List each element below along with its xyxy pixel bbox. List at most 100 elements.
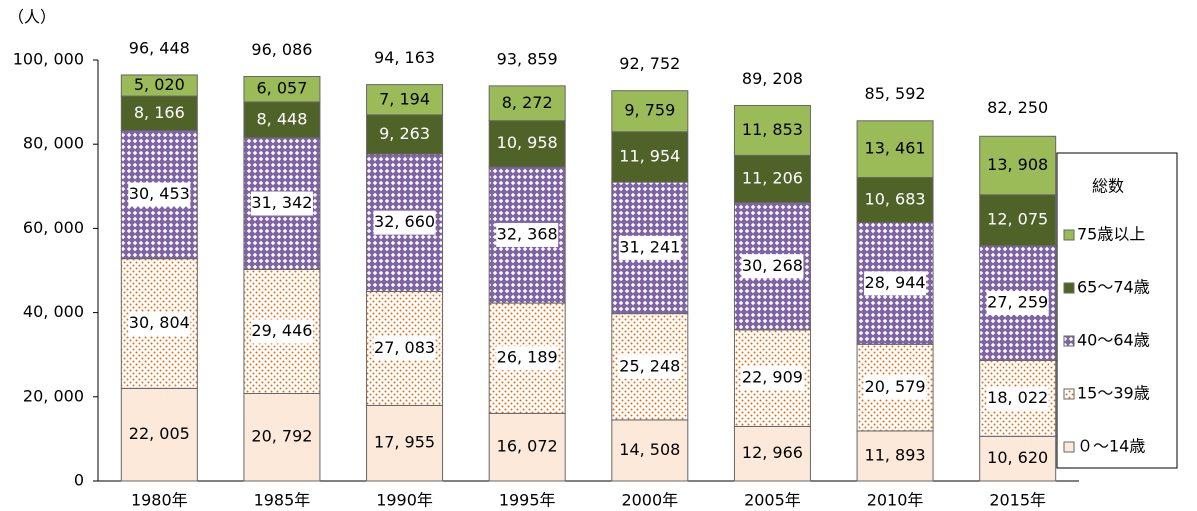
- bar-segment: [488, 120, 566, 168]
- x-tick-label: 2000年: [621, 491, 678, 510]
- data-label: 32, 368: [497, 224, 558, 243]
- data-label: 27, 083: [374, 338, 435, 357]
- bar-segment: [856, 430, 934, 482]
- bar-segment: [733, 425, 811, 482]
- y-tick-label: 20, 000: [23, 386, 84, 405]
- bar-segment: [120, 387, 198, 482]
- data-label: 20, 579: [865, 377, 926, 396]
- total-label: 94, 163: [374, 48, 435, 67]
- data-label: 12, 075: [987, 210, 1048, 229]
- y-tick-label: 80, 000: [23, 134, 84, 153]
- data-label: 31, 342: [251, 193, 312, 212]
- legend-label: 75歳以上: [1077, 225, 1145, 244]
- x-tick-label: 2015年: [989, 491, 1046, 510]
- label-box: [496, 346, 559, 371]
- data-label: 8, 166: [134, 103, 185, 122]
- x-tick-label: 1985年: [254, 491, 311, 510]
- data-label: 25, 248: [619, 356, 680, 375]
- label-box: [373, 210, 436, 235]
- label-box: [373, 336, 436, 361]
- y-tick-label: 60, 000: [23, 218, 84, 237]
- y-axis-label: （人）: [8, 8, 56, 27]
- bar-segment: [733, 154, 811, 204]
- data-label: 6, 057: [256, 79, 307, 98]
- data-label: 30, 268: [742, 256, 803, 275]
- bar-segment: [243, 101, 321, 139]
- data-label: 11, 206: [742, 168, 803, 187]
- bar-segment: [366, 114, 444, 155]
- data-label: 9, 759: [624, 101, 675, 120]
- bar-segment: [979, 135, 1057, 196]
- data-label: 9, 263: [379, 124, 430, 143]
- legend-swatch: [1063, 441, 1075, 453]
- data-label: 20, 792: [251, 427, 312, 446]
- x-tick-label: 2010年: [867, 491, 924, 510]
- data-label: 8, 272: [502, 93, 553, 112]
- legend-swatch: [1063, 335, 1075, 347]
- x-tick-label: 1995年: [499, 491, 556, 510]
- bar-segment: [611, 419, 689, 482]
- bar-segment: [733, 104, 811, 156]
- data-label: 22, 005: [129, 424, 190, 443]
- label-box: [250, 191, 313, 216]
- data-label: 28, 944: [865, 273, 926, 292]
- label-box: [128, 311, 191, 336]
- data-label: 13, 908: [987, 155, 1048, 174]
- data-label: 13, 461: [865, 139, 926, 158]
- data-label: 32, 660: [374, 212, 435, 231]
- data-label: 11, 954: [619, 146, 680, 165]
- legend-label: 15～39歳: [1077, 384, 1150, 403]
- legend-label: 40～64歳: [1077, 331, 1150, 350]
- data-label: 22, 909: [742, 368, 803, 387]
- data-label: 30, 453: [129, 184, 190, 203]
- data-label: 14, 508: [619, 440, 680, 459]
- data-label: 10, 620: [987, 448, 1048, 467]
- y-tick-label: 40, 000: [23, 302, 84, 321]
- data-label: 7, 194: [379, 89, 430, 108]
- data-label: 11, 893: [865, 445, 926, 464]
- bar-segment: [488, 85, 566, 122]
- data-label: 5, 020: [134, 75, 185, 94]
- label-box: [986, 291, 1049, 316]
- label-box: [250, 319, 313, 344]
- legend-label: ０～14歳: [1077, 437, 1145, 456]
- x-tick-label: 1990年: [376, 491, 433, 510]
- bar-segment: [611, 90, 689, 133]
- legend-swatch: [1063, 388, 1075, 400]
- bar-segment: [120, 74, 198, 97]
- data-label: 18, 022: [987, 388, 1048, 407]
- total-label: 85, 592: [865, 84, 926, 103]
- data-label: 10, 958: [497, 133, 558, 152]
- label-box: [741, 254, 804, 279]
- bar-segment: [979, 435, 1057, 482]
- label-box: [618, 354, 681, 379]
- data-label: 11, 853: [742, 120, 803, 139]
- total-label: 96, 448: [129, 38, 190, 57]
- legend-box: [1056, 152, 1178, 469]
- total-label: 89, 208: [742, 69, 803, 88]
- bar-segment: [611, 131, 689, 183]
- bar-segment: [243, 392, 321, 482]
- total-label: 82, 250: [987, 98, 1048, 117]
- label-box: [986, 386, 1049, 411]
- total-label: 92, 752: [619, 54, 680, 73]
- x-tick-label: 2005年: [744, 491, 801, 510]
- data-label: 10, 683: [865, 189, 926, 208]
- legend-swatch: [1063, 229, 1075, 241]
- data-label: 26, 189: [497, 348, 558, 367]
- bar-segment: [366, 84, 444, 116]
- y-tick-label: 0: [74, 471, 84, 490]
- label-box: [864, 271, 927, 296]
- legend-swatch: [1063, 282, 1075, 294]
- data-label: 31, 241: [619, 237, 680, 256]
- total-label: 96, 086: [251, 40, 312, 59]
- y-tick-label: 100, 000: [13, 50, 84, 69]
- bar-segment: [979, 194, 1057, 247]
- data-label: 8, 448: [256, 109, 307, 128]
- bar-segment: [366, 404, 444, 482]
- bar-segment: [856, 120, 934, 178]
- label-box: [496, 222, 559, 247]
- label-box: [128, 182, 191, 207]
- label-box: [741, 366, 804, 391]
- total-label: 93, 859: [497, 49, 558, 68]
